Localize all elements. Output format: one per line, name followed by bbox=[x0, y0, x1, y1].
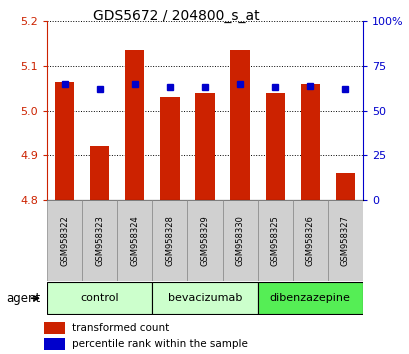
Bar bbox=[117, 200, 152, 281]
Text: GSM958327: GSM958327 bbox=[340, 215, 349, 266]
Text: GSM958326: GSM958326 bbox=[305, 215, 314, 266]
Text: transformed count: transformed count bbox=[72, 323, 169, 333]
Text: dibenzazepine: dibenzazepine bbox=[269, 293, 350, 303]
Text: GSM958328: GSM958328 bbox=[165, 215, 174, 266]
Bar bbox=[43, 322, 65, 334]
Bar bbox=[187, 200, 222, 281]
Bar bbox=[300, 84, 319, 200]
Bar bbox=[265, 93, 284, 200]
Bar bbox=[152, 282, 257, 314]
Bar bbox=[90, 147, 109, 200]
Text: GSM958330: GSM958330 bbox=[235, 215, 244, 266]
Text: control: control bbox=[80, 293, 119, 303]
Bar bbox=[195, 93, 214, 200]
Bar bbox=[222, 200, 257, 281]
Text: percentile rank within the sample: percentile rank within the sample bbox=[72, 339, 248, 349]
Text: GSM958329: GSM958329 bbox=[200, 215, 209, 266]
Text: agent: agent bbox=[6, 292, 40, 305]
Text: GSM958322: GSM958322 bbox=[60, 215, 69, 266]
Bar bbox=[257, 200, 292, 281]
Bar bbox=[257, 282, 362, 314]
Text: bevacizumab: bevacizumab bbox=[167, 293, 242, 303]
Bar bbox=[230, 50, 249, 200]
Text: GDS5672 / 204800_s_at: GDS5672 / 204800_s_at bbox=[93, 9, 259, 23]
Bar bbox=[47, 200, 82, 281]
Bar bbox=[152, 200, 187, 281]
Bar bbox=[47, 282, 152, 314]
Bar bbox=[335, 173, 354, 200]
Bar bbox=[55, 81, 74, 200]
Text: GSM958324: GSM958324 bbox=[130, 215, 139, 266]
Bar bbox=[43, 338, 65, 349]
Text: GSM958325: GSM958325 bbox=[270, 215, 279, 266]
Bar bbox=[160, 97, 179, 200]
Text: GSM958323: GSM958323 bbox=[95, 215, 104, 266]
Bar bbox=[327, 200, 362, 281]
Bar bbox=[292, 200, 327, 281]
Bar bbox=[125, 50, 144, 200]
Bar bbox=[82, 200, 117, 281]
